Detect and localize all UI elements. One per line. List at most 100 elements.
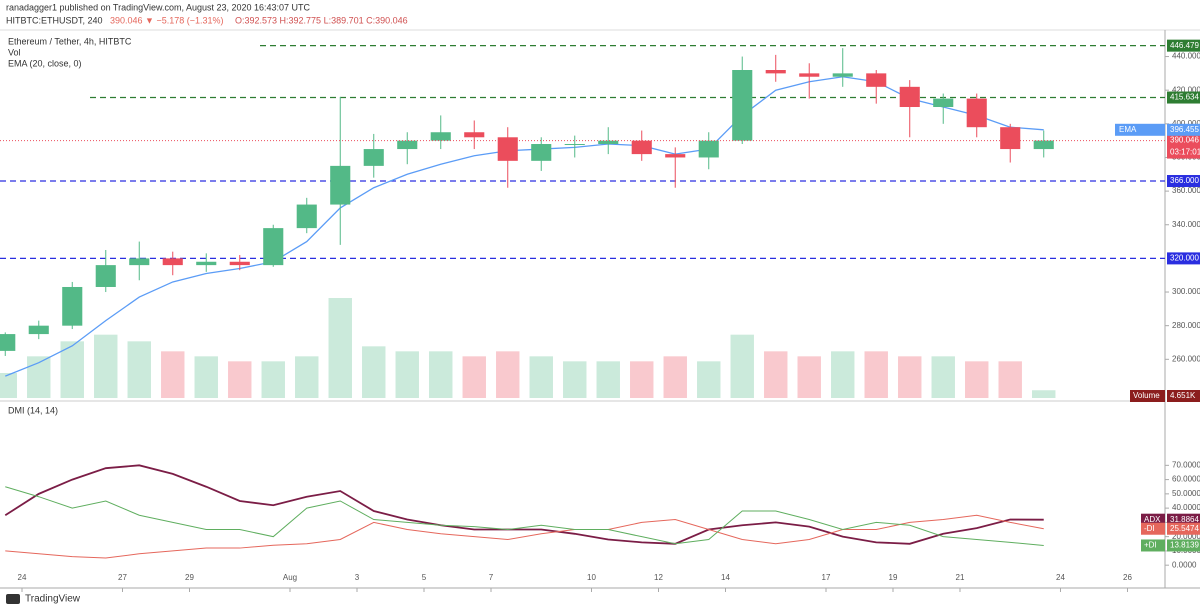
volume-bar bbox=[697, 361, 721, 398]
brand: TradingView bbox=[25, 594, 81, 605]
candle-body bbox=[665, 154, 686, 158]
volume-bar bbox=[864, 351, 888, 398]
y-tick-label: 420.000 bbox=[1172, 85, 1200, 94]
ema-tag-name-box bbox=[1115, 123, 1165, 136]
series-name-box bbox=[1141, 539, 1165, 552]
volume-bar bbox=[529, 356, 553, 398]
level-label-box bbox=[1167, 175, 1200, 188]
ema-tag-box bbox=[1167, 123, 1200, 136]
y-tick-label: 0.0000 bbox=[1172, 560, 1197, 569]
x-tick-label: 17 bbox=[822, 573, 831, 582]
series-value-tag: 13.8139 bbox=[1170, 541, 1199, 550]
candle-body bbox=[162, 258, 183, 266]
y-tick-label: 60.0000 bbox=[1172, 475, 1200, 484]
level-label: 366.000 bbox=[1170, 176, 1199, 185]
publisher: ranadagger1 published on TradingView.com… bbox=[6, 2, 311, 12]
series-name-box bbox=[1141, 522, 1165, 535]
series-name: -DI bbox=[1144, 524, 1155, 533]
level-label: 415.634 bbox=[1170, 93, 1199, 102]
candle-body bbox=[732, 70, 753, 141]
price-tag-box bbox=[1167, 134, 1200, 159]
candle-body bbox=[1033, 140, 1054, 150]
candle-body bbox=[698, 140, 719, 158]
series-value-tag-box bbox=[1167, 522, 1200, 535]
level-label-box bbox=[1167, 39, 1200, 52]
y-tick-label: 300.000 bbox=[1172, 287, 1200, 296]
volume-bar bbox=[797, 356, 821, 398]
candle-body bbox=[765, 70, 786, 74]
volume-bar bbox=[730, 334, 754, 398]
volume-bar bbox=[831, 351, 855, 398]
series-value-tag: 25.5474 bbox=[1170, 524, 1199, 533]
series-name: +DI bbox=[1144, 541, 1157, 550]
candle-body bbox=[95, 265, 116, 287]
volume-bar bbox=[60, 341, 84, 398]
volume-bar bbox=[931, 356, 955, 398]
x-tick-label: 7 bbox=[489, 573, 494, 582]
volume-bar bbox=[295, 356, 319, 398]
logo bbox=[6, 594, 20, 604]
y-tick-label: 260.000 bbox=[1172, 354, 1200, 363]
x-tick-label: 5 bbox=[422, 573, 427, 582]
x-tick-label: 26 bbox=[1123, 573, 1132, 582]
candle-body bbox=[631, 140, 652, 155]
volume-bar bbox=[563, 361, 587, 398]
volume-bar bbox=[94, 334, 118, 398]
x-tick-label: 19 bbox=[889, 573, 898, 582]
dmi-title: DMI (14, 14) bbox=[8, 405, 58, 415]
volume-bar bbox=[228, 361, 252, 398]
volume-bar bbox=[496, 351, 520, 398]
candle-body bbox=[866, 73, 887, 87]
series-value-tag-box bbox=[1167, 539, 1200, 552]
candle-body bbox=[531, 144, 552, 161]
series-name-box bbox=[1141, 513, 1165, 526]
x-tick-label: 12 bbox=[654, 573, 663, 582]
x-tick-label: 21 bbox=[956, 573, 965, 582]
countdown: 03:17:01 bbox=[1170, 148, 1200, 157]
candle-body bbox=[62, 286, 83, 326]
candle-body bbox=[564, 144, 585, 146]
candle-body bbox=[832, 73, 853, 77]
candle-body bbox=[933, 98, 954, 108]
volume-bar bbox=[328, 298, 352, 398]
level-label-box bbox=[1167, 252, 1200, 265]
candle-body bbox=[129, 258, 150, 266]
series-name: ADX bbox=[1144, 515, 1161, 524]
level-label: 446.479 bbox=[1170, 41, 1199, 50]
dmi-line bbox=[5, 514, 1044, 559]
volume-bar bbox=[462, 356, 486, 398]
series-value-tag-box bbox=[1167, 513, 1200, 526]
symbol: HITBTC:ETHUSDT, 240 bbox=[6, 15, 103, 25]
x-tick-label: Aug bbox=[283, 573, 297, 582]
volume-bar bbox=[0, 373, 17, 398]
volume-bar bbox=[127, 341, 151, 398]
candle-body bbox=[397, 140, 418, 150]
x-tick-label: 10 bbox=[587, 573, 596, 582]
x-tick-label: 24 bbox=[1056, 573, 1065, 582]
x-tick-label: 14 bbox=[721, 573, 730, 582]
volume-bar bbox=[965, 361, 989, 398]
y-tick-label: 280.000 bbox=[1172, 321, 1200, 330]
candle-body bbox=[196, 261, 217, 266]
ema-tag: 396.455 bbox=[1170, 125, 1199, 134]
y-tick-label: 400.000 bbox=[1172, 119, 1200, 128]
chart-title: Ethereum / Tether, 4h, HITBTC bbox=[8, 36, 132, 46]
ema-tag-name: EMA bbox=[1119, 125, 1137, 134]
change: 390.046 ▼ −5.178 (−1.31%) bbox=[110, 15, 224, 25]
dmi-line bbox=[4, 464, 1044, 545]
candle-body bbox=[263, 228, 284, 266]
candle-body bbox=[799, 73, 820, 77]
volume-tag: 4.651K bbox=[1170, 391, 1196, 400]
volume-bar bbox=[194, 356, 218, 398]
volume-bar bbox=[395, 351, 419, 398]
candle-body bbox=[0, 334, 16, 351]
volume-tag-name: Volume bbox=[1133, 391, 1160, 400]
volume-bar bbox=[998, 361, 1022, 398]
y-tick-label: 440.000 bbox=[1172, 52, 1200, 61]
candle-body bbox=[296, 204, 317, 229]
y-tick-label: 360.000 bbox=[1172, 186, 1200, 195]
candle-body bbox=[966, 98, 987, 128]
candle-body bbox=[229, 261, 250, 266]
